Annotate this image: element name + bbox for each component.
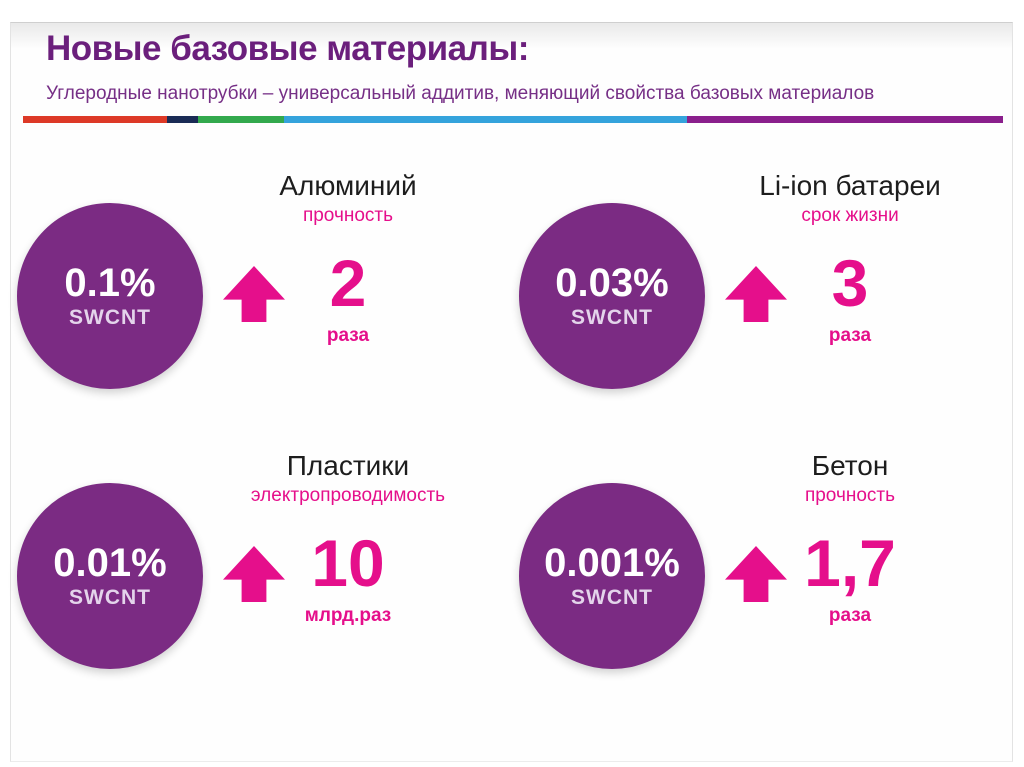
material-name: Пластики [286,450,410,481]
divider-segment-green [198,116,284,123]
improvement-value: 10 [311,525,385,600]
presentation-slide: Новые базовые материалы: Углеродные нано… [10,22,1013,762]
swcnt-concentration: 0.1% [64,260,156,305]
stat-card-plastics: 0.01% SWCNT Пластики электропроводимость… [11,431,503,711]
divider-segment-purple [687,116,1003,123]
stat-text: Алюминий прочность 2 раза [233,169,463,347]
material-name: Li-ion батареи [759,170,941,201]
improvement-unit: раза [828,604,872,626]
property-label: прочность [804,484,896,506]
swcnt-concentration: 0.01% [53,540,167,585]
swcnt-label: SWCNT [571,585,653,609]
property-label: срок жизни [801,204,899,226]
stat-grid: 0.1% SWCNT Алюминий прочность 2 раза 0.0… [11,151,1012,711]
improvement-value: 3 [831,245,869,320]
stat-text: Пластики электропроводимость 10 млрд.раз [233,449,463,627]
swcnt-circle: 0.001% SWCNT [519,483,705,669]
divider-segment-navy [167,116,199,123]
stat-text: Li-ion батареи срок жизни 3 раза [735,169,965,347]
stat-card-li-ion: 0.03% SWCNT Li-ion батареи срок жизни 3 … [513,151,1005,431]
material-name: Бетон [811,450,889,481]
improvement-unit: раза [326,324,370,346]
divider-bar [23,116,1003,123]
swcnt-circle: 0.1% SWCNT [17,203,203,389]
page-title: Новые базовые материалы: [46,29,529,68]
swcnt-concentration: 0.03% [555,260,669,305]
swcnt-label: SWCNT [69,585,151,609]
improvement-unit: раза [828,324,872,346]
stat-card-concrete: 0.001% SWCNT Бетон прочность 1,7 раза [513,431,1005,711]
improvement-value: 2 [329,245,367,320]
divider-segment-red [23,116,168,123]
material-name: Алюминий [279,170,417,201]
stat-text: Бетон прочность 1,7 раза [735,449,965,627]
property-label: прочность [302,204,394,226]
property-label: электропроводимость [250,484,446,506]
improvement-value: 1,7 [804,525,896,600]
improvement-unit: млрд.раз [304,604,392,626]
swcnt-label: SWCNT [69,305,151,329]
swcnt-concentration: 0.001% [544,540,680,585]
page-subtitle: Углеродные нанотрубки – универсальный ад… [46,83,875,104]
swcnt-circle: 0.01% SWCNT [17,483,203,669]
stat-card-aluminum: 0.1% SWCNT Алюминий прочность 2 раза [11,151,503,431]
swcnt-circle: 0.03% SWCNT [519,203,705,389]
divider-segment-cyan [283,116,688,123]
swcnt-label: SWCNT [571,305,653,329]
